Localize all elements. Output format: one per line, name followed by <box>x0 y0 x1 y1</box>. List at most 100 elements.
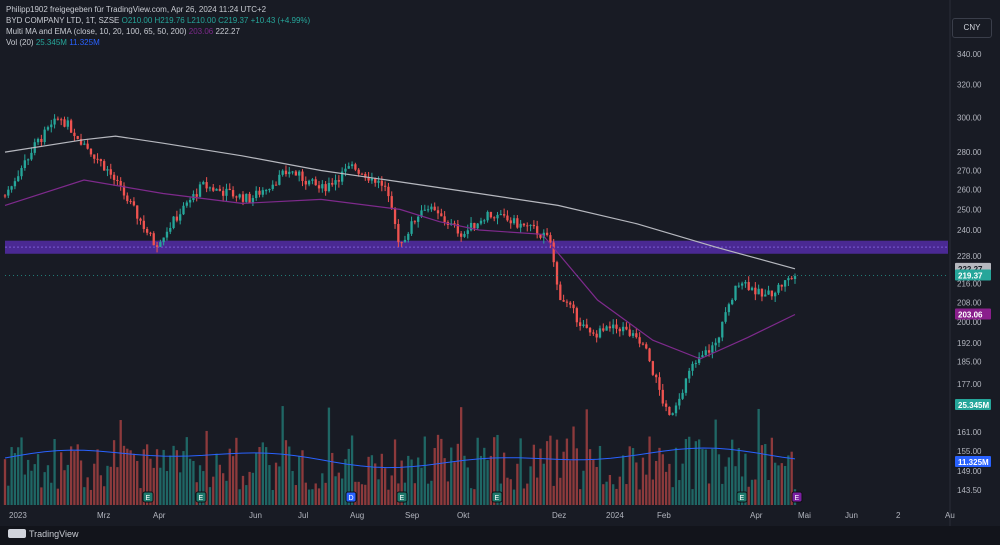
volume-bar <box>737 448 740 505</box>
volume-bar <box>66 464 69 505</box>
volume-bar <box>608 474 612 505</box>
event-marker <box>345 491 357 503</box>
price-label: 11.325M <box>958 458 989 467</box>
candle-body <box>36 138 40 143</box>
tradingview-logo[interactable]: TradingView <box>8 529 79 539</box>
volume-bar <box>149 458 152 505</box>
x-tick-label: Sep <box>405 511 420 520</box>
volume-bar <box>694 441 697 505</box>
volume-bar <box>519 438 522 505</box>
candle-body <box>50 124 53 128</box>
volume-bar <box>770 437 774 505</box>
volume-row: Vol (20) 25.345M 11.325M <box>6 37 310 48</box>
candle-body <box>225 188 228 196</box>
candle-body <box>635 333 638 338</box>
volume-bar <box>20 437 23 505</box>
symbol-name[interactable]: BYD COMPANY LTD, 1T, SZSE <box>6 16 120 25</box>
volume-bar <box>674 447 678 505</box>
volume-bar <box>612 484 615 505</box>
volume-bar <box>63 470 66 505</box>
x-tick-label: Apr <box>750 511 763 520</box>
candle-body <box>112 174 116 180</box>
volume-bar <box>655 460 658 505</box>
volume-bar <box>466 467 469 505</box>
candle-body <box>393 208 397 224</box>
candle-body <box>423 209 426 211</box>
candle-body <box>122 185 126 196</box>
candle-body <box>337 180 341 182</box>
candle-body <box>281 170 284 175</box>
volume-label[interactable]: Vol (20) <box>6 38 34 47</box>
candle-body <box>235 196 238 198</box>
event-marker <box>396 491 408 503</box>
price-label: 203.06 <box>958 311 983 320</box>
volume-bar <box>787 455 790 505</box>
volume-bar <box>423 436 426 505</box>
candle-body <box>341 171 344 182</box>
ma-indicator-name[interactable]: Multi MA and EMA (close, 10, 20, 100, 65… <box>6 27 187 36</box>
candle-body <box>645 344 648 349</box>
volume-bar <box>453 462 456 505</box>
volume-bar <box>23 474 26 505</box>
volume-bar <box>347 448 350 505</box>
candle-body <box>483 220 486 222</box>
volume-bar <box>684 439 688 505</box>
volume-bar <box>212 476 215 505</box>
footer-bar: TradingView <box>0 526 1000 545</box>
volume-bar <box>132 453 136 505</box>
volume-bar <box>380 453 383 505</box>
volume-bar <box>701 449 704 505</box>
candle-body <box>595 333 598 338</box>
volume-bar <box>271 489 274 505</box>
volume-bar <box>512 489 516 505</box>
volume-bar <box>162 449 165 505</box>
volume-bar <box>714 419 717 505</box>
currency-button[interactable]: CNY <box>952 18 992 38</box>
publisher-line: Philipp1902 freigegeben für TradingView.… <box>6 5 267 14</box>
candle-body <box>496 214 499 219</box>
candle-body <box>169 228 172 232</box>
y-tick-label: 340.00 <box>957 50 982 59</box>
candle-body <box>440 213 443 217</box>
volume-bar <box>754 479 757 505</box>
candle-body <box>116 179 119 181</box>
volume-bar <box>122 445 126 505</box>
candle-body <box>109 169 112 175</box>
volume-bar <box>225 480 228 505</box>
candle-body <box>790 278 793 280</box>
candle-body <box>651 361 655 375</box>
candle-body <box>152 233 155 246</box>
candle-body <box>502 214 506 216</box>
candle-body <box>552 242 555 263</box>
candle-body <box>668 406 671 415</box>
y-tick-label: 320.00 <box>957 81 982 90</box>
volume-bar <box>750 479 754 505</box>
volume-bar <box>202 471 205 505</box>
candle-body <box>780 284 783 287</box>
candle-body <box>294 171 298 176</box>
candle-body <box>155 245 159 247</box>
candle-body <box>383 185 387 187</box>
event-marker-label: E <box>400 495 405 502</box>
volume-bar <box>255 453 258 505</box>
volume-bar <box>697 439 701 505</box>
volume-bar <box>721 483 724 505</box>
volume-bar <box>284 440 288 505</box>
volume-bar <box>370 455 374 505</box>
volume-bar <box>777 465 780 505</box>
volume-bar <box>136 460 139 505</box>
volume-bar <box>188 458 192 505</box>
candle-body <box>364 173 367 178</box>
candle-body <box>63 119 66 127</box>
candle-body <box>499 214 502 216</box>
candle-body <box>592 332 595 334</box>
volume-bar <box>522 488 526 505</box>
candle-body <box>103 161 106 171</box>
y-tick-label: 250.00 <box>957 205 982 214</box>
candle-body <box>724 312 727 322</box>
volume-bar <box>377 479 380 505</box>
candle-body <box>387 186 390 197</box>
candle-body <box>522 223 526 226</box>
volume-bar <box>198 465 202 505</box>
